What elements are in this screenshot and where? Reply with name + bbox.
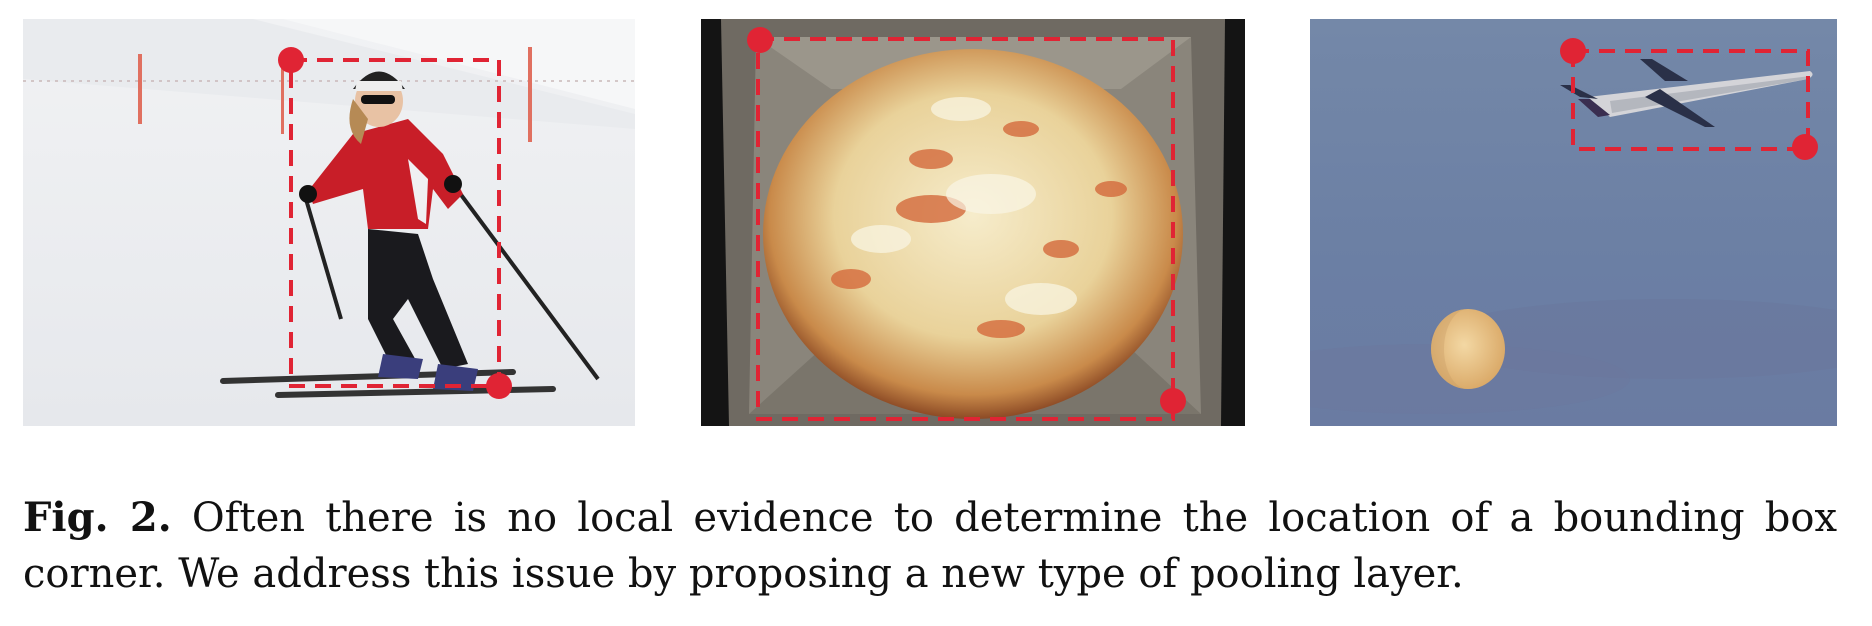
pizza-photo — [701, 19, 1245, 426]
skier-photo — [23, 19, 635, 426]
airplane-photo — [1310, 19, 1837, 426]
caption-text: Often there is no local evidence to dete… — [23, 495, 1838, 597]
figure-label: Fig. 2. — [23, 494, 172, 541]
figure-caption: Fig. 2. Often there is no local evidence… — [23, 490, 1837, 602]
